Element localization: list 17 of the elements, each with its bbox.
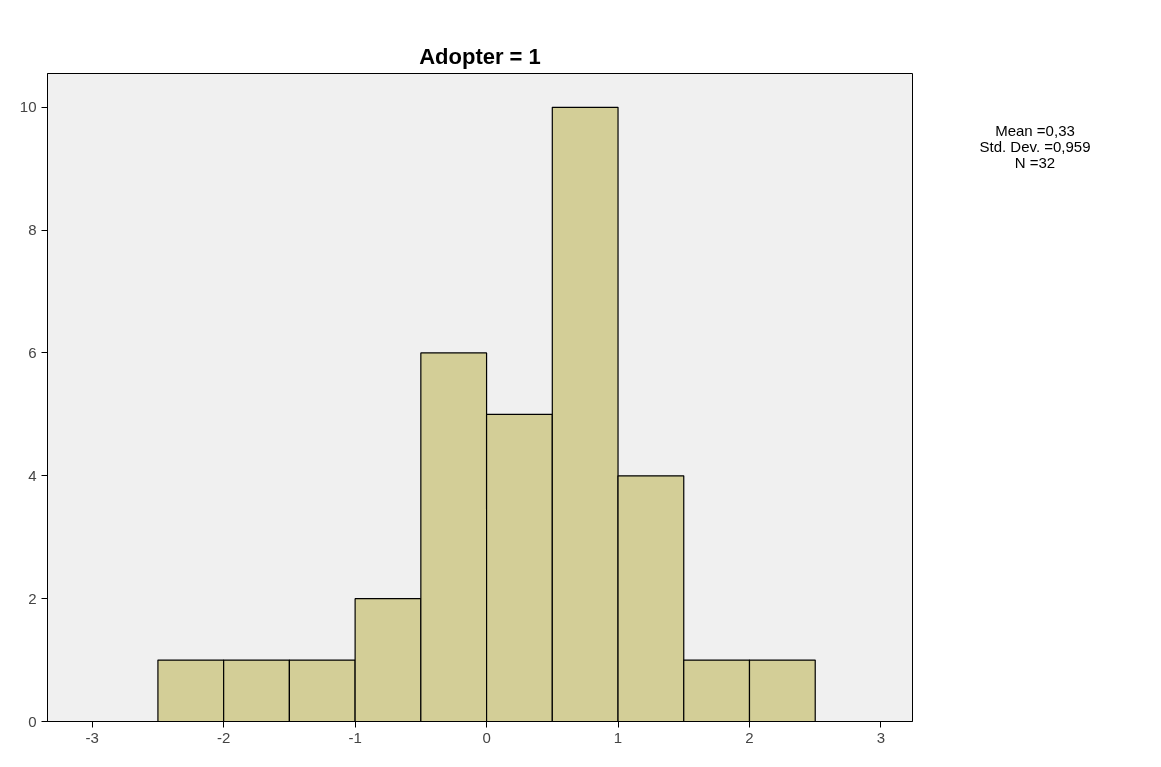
y-tick-label: 0: [28, 712, 37, 730]
chart-title: Adopter = 1: [419, 43, 541, 69]
x-tick-label: -3: [85, 728, 99, 746]
text: Std. Dev. =0,959: [979, 138, 1091, 155]
x-tick-label: 2: [745, 728, 754, 746]
y-tick-label: 10: [19, 98, 37, 116]
x-tick-label: 0: [482, 728, 491, 746]
x-tick-label: -1: [348, 728, 362, 746]
x-tick-label: 1: [613, 728, 623, 746]
x-tick-label: -2: [216, 728, 231, 746]
x-tick-label: 3: [876, 728, 886, 746]
text: Mean =0,33: [995, 122, 1075, 139]
y-tick-label: 8: [28, 221, 37, 239]
text: N =32: [1014, 154, 1056, 171]
y-tick-label: 2: [28, 589, 37, 607]
y-tick-label: 6: [28, 343, 37, 361]
y-tick-label: 4: [28, 466, 37, 484]
